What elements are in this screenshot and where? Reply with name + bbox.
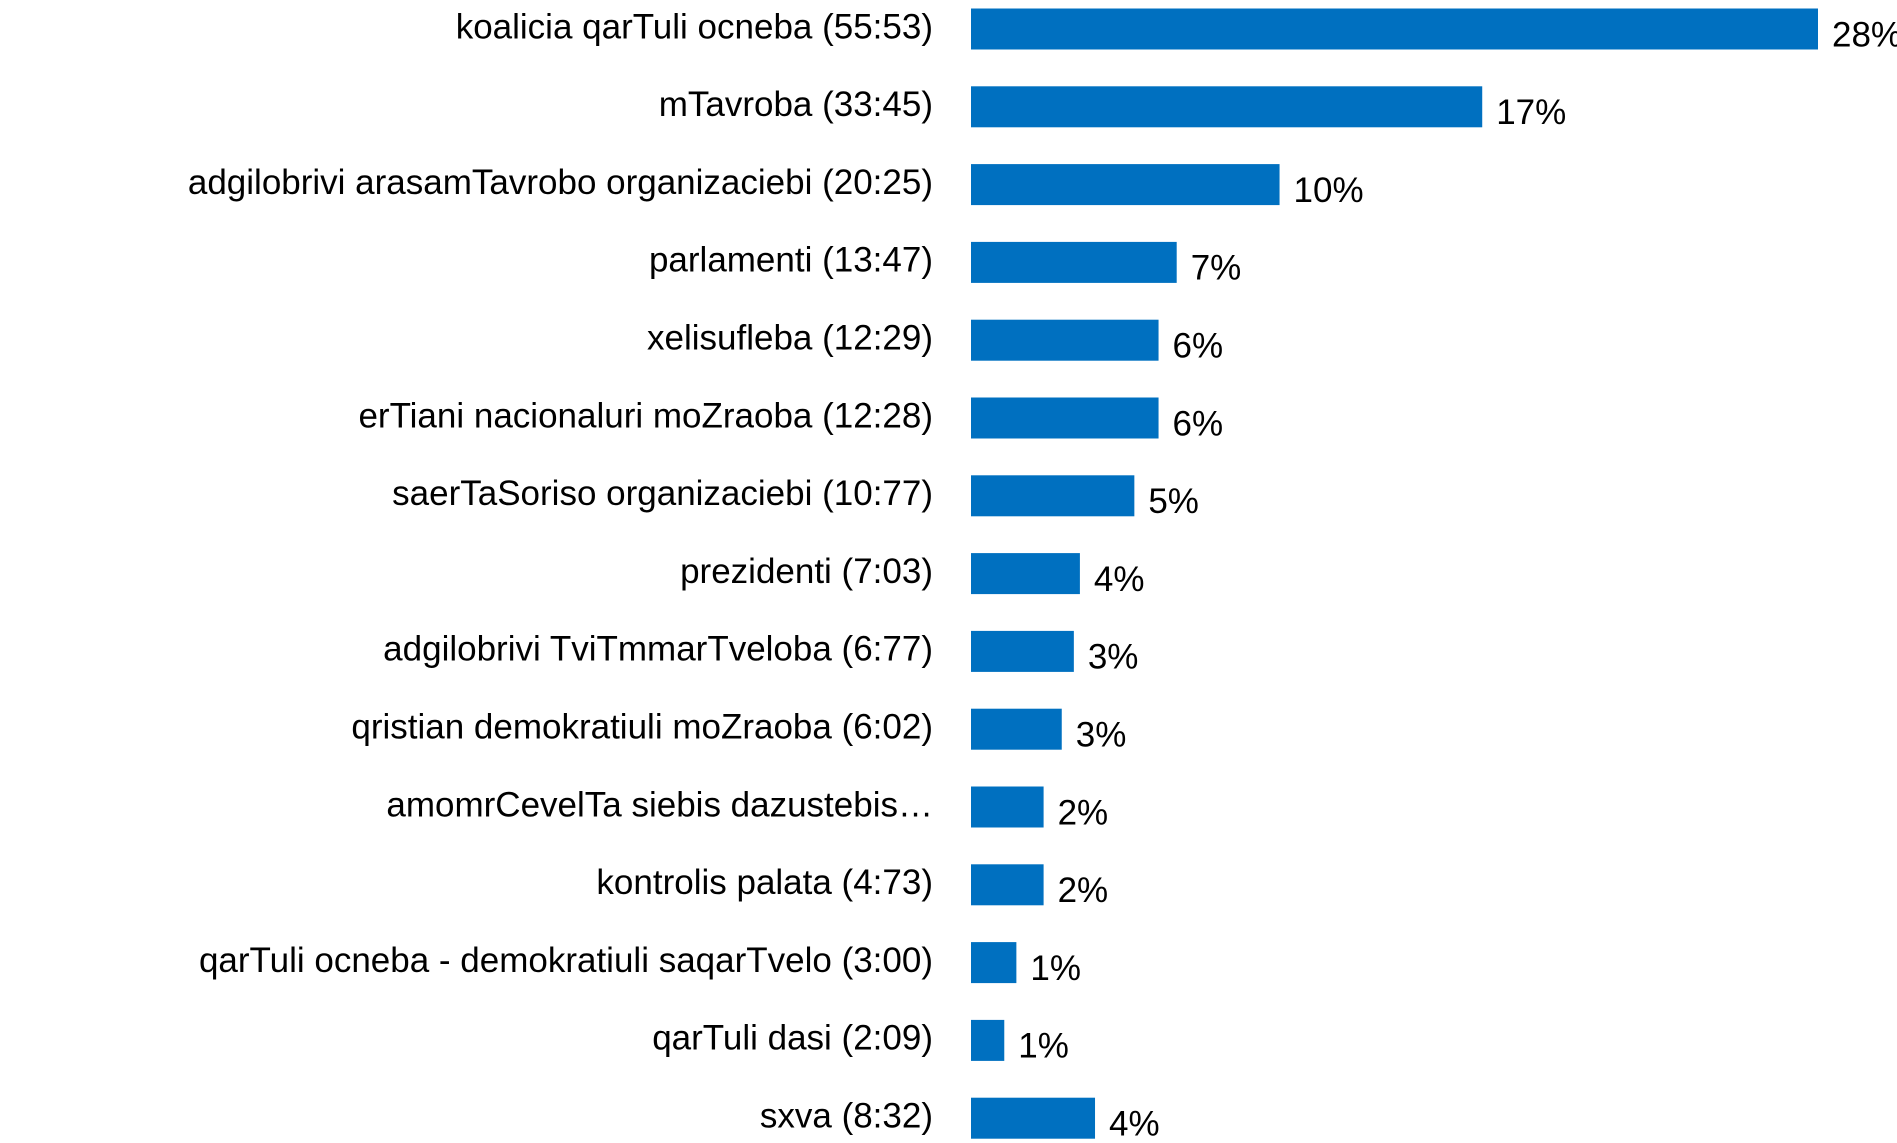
category-label: qarTuli ocneba - demokratiuli saqarTvelo… (199, 941, 933, 980)
bar (971, 786, 1044, 828)
category-label: qarTuli dasi (2:09) (652, 1019, 933, 1058)
category-label: qristian demokratiuli moZraoba (6:02) (351, 707, 933, 746)
value-label: 3% (1088, 638, 1139, 677)
bar (971, 241, 1177, 283)
category-label: adgilobrivi TviTmmarTveloba (6:77) (383, 630, 933, 669)
value-label: 3% (1076, 715, 1127, 754)
value-label: 6% (1173, 404, 1224, 443)
value-label: 1% (1030, 949, 1081, 988)
bar (971, 1097, 1096, 1139)
bar (971, 475, 1135, 517)
value-label: 4% (1109, 1104, 1160, 1143)
value-label: 1% (1018, 1027, 1069, 1066)
bar (971, 708, 1062, 750)
bar (971, 553, 1080, 595)
category-label: prezidenti (7:03) (680, 552, 933, 591)
bar (971, 1019, 1005, 1061)
value-label: 4% (1094, 560, 1145, 599)
category-label: amomrCevelTa siebis dazustebis… (386, 785, 933, 824)
category-label: mTavroba (33:45) (659, 85, 933, 124)
value-label: 6% (1173, 326, 1224, 365)
category-label: saerTaSoriso organizaciebi (10:77) (392, 474, 933, 513)
category-label: koalicia qarTuli ocneba (55:53) (456, 7, 933, 46)
bar (971, 864, 1044, 906)
category-label: sxva (8:32) (760, 1096, 933, 1135)
bar (971, 397, 1159, 439)
value-label: 10% (1294, 171, 1364, 210)
bar (971, 319, 1159, 361)
bar (971, 942, 1017, 984)
bar (971, 8, 1818, 50)
category-label: parlamenti (13:47) (649, 241, 933, 280)
value-label: 17% (1496, 93, 1566, 132)
bar (971, 630, 1074, 672)
category-label: erTiani nacionaluri moZraoba (12:28) (358, 396, 933, 435)
category-label: adgilobrivi arasamTavrobo organizaciebi … (188, 163, 933, 202)
value-label: 5% (1148, 482, 1199, 521)
category-label: xelisufleba (12:29) (647, 318, 933, 357)
value-label: 7% (1191, 249, 1242, 288)
category-label: kontrolis palata (4:73) (596, 863, 933, 902)
bar (971, 164, 1280, 206)
value-label: 2% (1058, 871, 1109, 910)
value-label: 2% (1058, 793, 1109, 832)
bar (971, 86, 1483, 128)
value-label: 28% (1832, 15, 1897, 54)
